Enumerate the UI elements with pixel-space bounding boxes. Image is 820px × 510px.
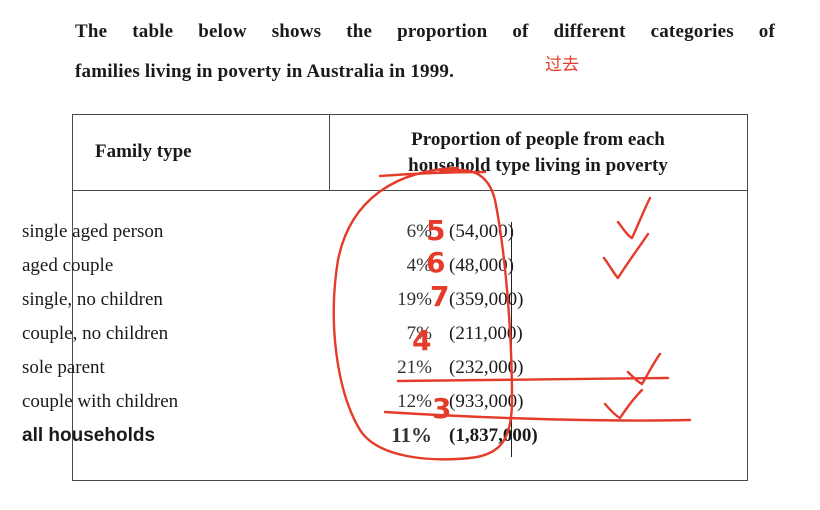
table-row: single, no children 19% (359,000) [22, 289, 662, 323]
family-type-cell: all households [22, 425, 156, 446]
percent-cell: 6% [406, 221, 432, 242]
family-type-cell: sole parent [22, 357, 105, 378]
family-type-cell: single, no children [22, 289, 163, 310]
percent-cell: 7% [406, 323, 432, 344]
table-row: single aged person 6% (54,000) [22, 221, 662, 255]
table-row: sole parent 21% (232,000) [22, 357, 662, 391]
header-proportion-line-2: household type living in poverty [408, 155, 668, 176]
table-row: aged couple 4% (48,000) [22, 255, 662, 289]
percent-cell: 11% [391, 423, 432, 447]
header-divider [73, 190, 747, 191]
table-row: couple, no children 7% (211,000) [22, 323, 662, 357]
percent-cell: 21% [397, 357, 432, 378]
count-cell: (48,000) [449, 255, 514, 276]
family-type-cell: couple, no children [22, 323, 169, 344]
count-cell: (54,000) [449, 221, 514, 242]
family-type-cell: single aged person [22, 221, 164, 242]
header-family-type: Family type [95, 141, 192, 162]
table-row: couple with children 12% (933,000) [22, 391, 662, 425]
header-proportion-line-1: Proportion of people from each [411, 129, 665, 150]
family-type-cell: aged couple [22, 255, 114, 276]
count-cell: (933,000) [449, 391, 524, 412]
count-cell: (1,837,000) [449, 425, 538, 446]
data-column-divider [511, 222, 512, 457]
header-column-divider [329, 115, 330, 190]
intro-line-1: The table below shows the proportion of … [75, 21, 775, 42]
percent-cell: 19% [397, 289, 432, 310]
intro-paragraph: The table below shows the proportion of … [75, 12, 775, 92]
family-type-cell: couple with children [22, 391, 179, 412]
handwritten-note: 过去 [545, 55, 579, 75]
percent-cell: 12% [397, 391, 432, 412]
count-cell: (232,000) [449, 357, 524, 378]
intro-line-2: families living in poverty in Australia … [75, 61, 455, 82]
count-cell: (359,000) [449, 289, 524, 310]
header-proportion: Proportion of people from each household… [331, 127, 745, 179]
percent-cell: 4% [406, 255, 432, 276]
table-row-total: all households 11% (1,837,000) [22, 423, 662, 459]
